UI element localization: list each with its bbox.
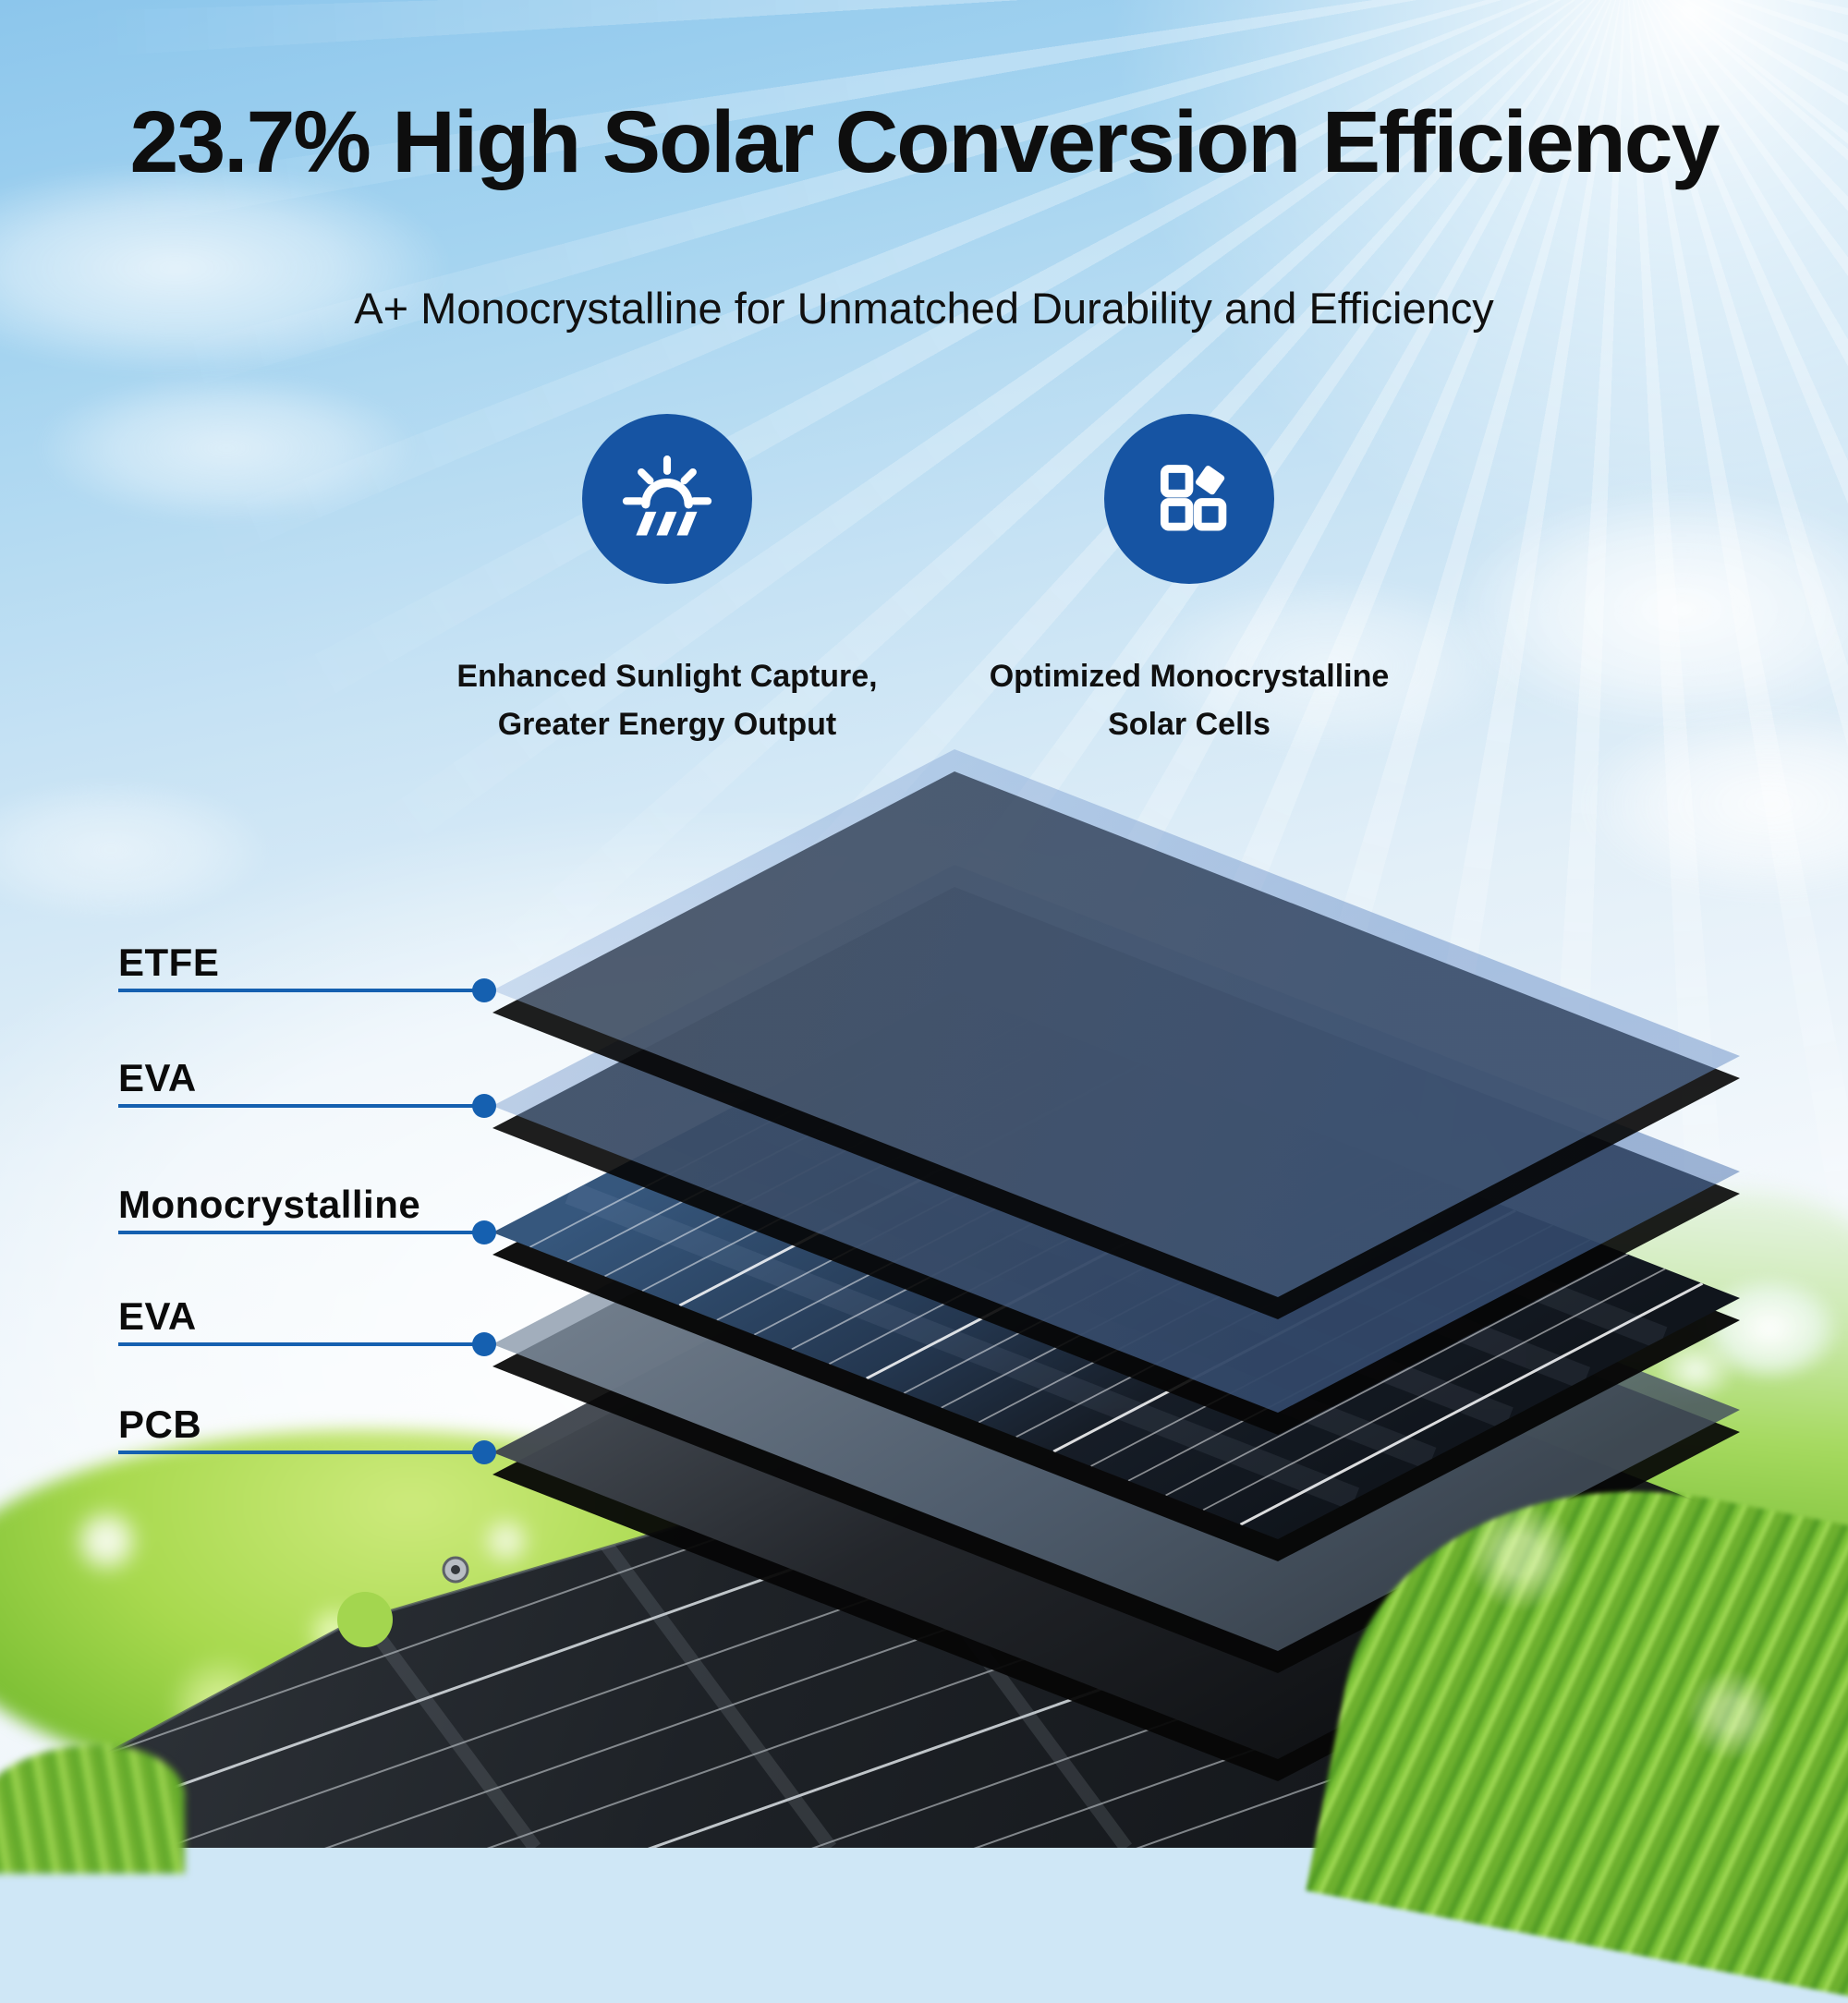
feature-solar-cells: Optimized Monocrystalline Solar Cells xyxy=(930,414,1448,748)
feature-caption-line1: Optimized Monocrystalline xyxy=(989,659,1390,694)
layer-label-etfe: ETFE xyxy=(118,941,220,984)
cloud xyxy=(28,370,425,527)
feature-caption-line2: Greater Energy Output xyxy=(497,707,837,742)
feature-caption-line1: Enhanced Sunlight Capture, xyxy=(456,659,878,694)
sun-over-solar-panel-glyph xyxy=(622,455,712,536)
layer-label-eva: EVA xyxy=(118,1056,197,1099)
feature-caption: Enhanced Sunlight Capture, Greater Energ… xyxy=(408,652,926,748)
page-title: 23.7% High Solar Conversion Efficiency xyxy=(129,93,1720,191)
page-subtitle: A+ Monocrystalline for Unmatched Durabil… xyxy=(354,284,1494,333)
layer-label-monocrystalline: Monocrystalline xyxy=(118,1183,421,1226)
cloud xyxy=(0,157,462,379)
layer-label-eva: EVA xyxy=(118,1294,197,1338)
sun-over-solar-panel-icon xyxy=(582,414,752,584)
layer-leader-lines xyxy=(118,978,496,1464)
cloud xyxy=(1127,573,1525,758)
feature-sunlight-capture: Enhanced Sunlight Capture, Greater Energ… xyxy=(408,414,926,748)
solar-cells-icon xyxy=(1104,414,1274,584)
grass-left-foreground xyxy=(0,1744,185,1874)
layer-etfe xyxy=(492,749,1740,1319)
solar-cells-glyph xyxy=(1160,465,1227,531)
layer-label-pcb: PCB xyxy=(118,1402,202,1446)
panel-notch xyxy=(337,1592,393,1647)
feature-caption-line2: Solar Cells xyxy=(1108,707,1270,742)
panel-eyelet xyxy=(442,1556,469,1584)
feature-caption: Optimized Monocrystalline Solar Cells xyxy=(930,652,1448,748)
